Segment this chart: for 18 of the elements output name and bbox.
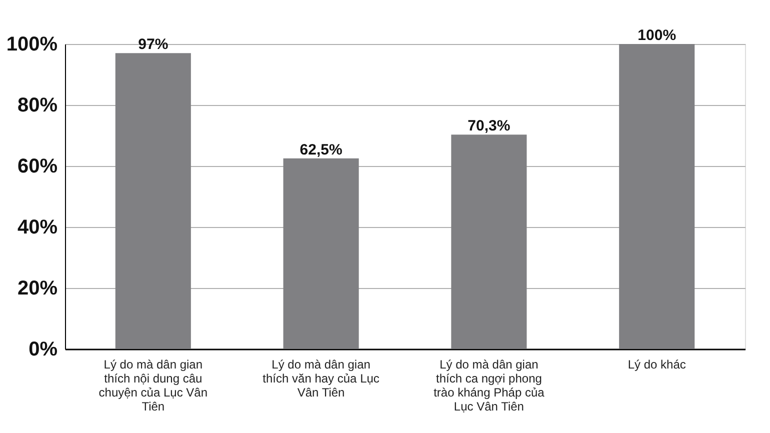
x-tick-label: Lý do mà dân gian thích văn hay của Lục Vân Tiên (262, 358, 380, 400)
y-tick-label: 60% (17, 156, 58, 178)
bar (451, 134, 527, 349)
data-label: 70,3% (468, 118, 510, 135)
y-tick-label: 20% (17, 278, 58, 300)
y-tick-label: 40% (17, 216, 58, 238)
y-tick-label: 80% (17, 94, 58, 116)
x-tick-label: Lý do mà dân gian thích ca ngợi phong trào kháng Pháp của Lục Vân Tiên (434, 358, 545, 414)
x-tick-label: Lý do khác (628, 358, 686, 372)
x-tick-label: Lý do mà dân gian thích nội dung câu chuyện của Lục Vân Tiên (98, 358, 208, 414)
data-label: 97% (138, 36, 168, 54)
bar (283, 158, 359, 349)
bar (619, 44, 695, 349)
bar (115, 53, 191, 349)
y-tick-label: 0% (28, 338, 58, 360)
data-label: 62,5% (300, 141, 342, 158)
y-tick-label: 100% (6, 34, 58, 56)
data-label: 100% (638, 27, 676, 44)
